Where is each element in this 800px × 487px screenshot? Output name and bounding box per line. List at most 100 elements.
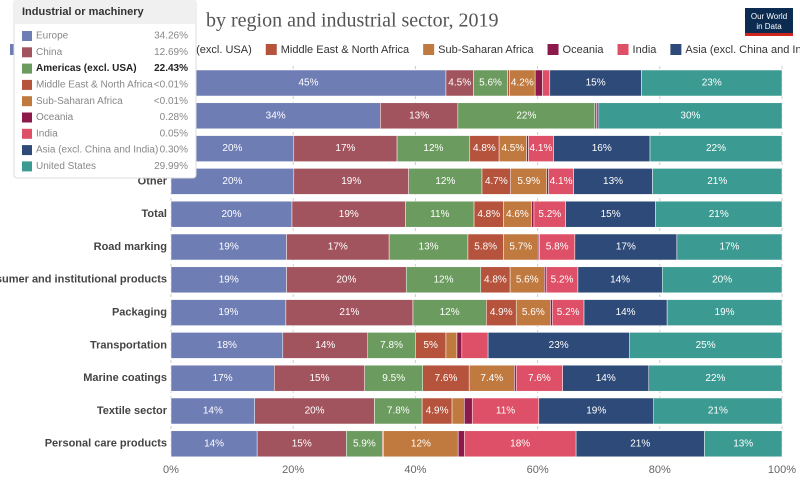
tooltip-value: <0.01% bbox=[154, 96, 188, 107]
tooltip-header bbox=[14, 0, 196, 24]
value-label: 21% bbox=[630, 438, 650, 449]
value-label: 22% bbox=[516, 110, 536, 121]
value-label: 14% bbox=[616, 307, 636, 318]
value-label: 20% bbox=[222, 176, 242, 187]
tooltip-label: Oceania bbox=[36, 112, 74, 123]
bar-segment bbox=[704, 430, 783, 458]
value-label: 19% bbox=[218, 307, 238, 318]
bar-segment bbox=[464, 430, 577, 458]
value-label: 22% bbox=[705, 373, 725, 384]
bar-segment bbox=[286, 233, 390, 261]
bar-segment bbox=[367, 332, 416, 359]
value-label: 12% bbox=[411, 438, 431, 449]
row-label: Road marking bbox=[94, 241, 167, 253]
bar-segment bbox=[509, 266, 545, 294]
tooltip-label: Middle East & North Africa bbox=[36, 80, 153, 91]
bar-segment bbox=[498, 135, 527, 162]
value-label: 16% bbox=[592, 143, 612, 154]
bar-segment bbox=[653, 397, 783, 425]
value-label: 17% bbox=[328, 242, 348, 253]
bar-segment bbox=[456, 332, 463, 359]
bar-segment bbox=[170, 299, 287, 326]
bar-segment bbox=[544, 266, 547, 294]
row-label: Total bbox=[142, 208, 167, 220]
bar-segment bbox=[503, 200, 532, 228]
bar-segment bbox=[503, 233, 539, 261]
tooltip-swatch bbox=[22, 31, 32, 41]
bar-segment bbox=[396, 135, 471, 162]
value-label: 21% bbox=[709, 209, 729, 220]
value-label: 5.6% bbox=[516, 274, 539, 285]
value-label: 5% bbox=[423, 340, 438, 351]
value-label: 15% bbox=[586, 78, 606, 89]
logo-text: Our World bbox=[751, 12, 787, 21]
value-label: 5.7% bbox=[509, 242, 532, 253]
legend-swatch bbox=[670, 44, 682, 55]
value-label: 14% bbox=[204, 438, 224, 449]
row-label: Personal care products bbox=[45, 438, 167, 450]
tooltip-swatch bbox=[22, 96, 32, 107]
value-label: 17% bbox=[213, 373, 233, 384]
bar-segment bbox=[550, 299, 553, 326]
value-label: 20% bbox=[222, 143, 242, 154]
tooltip-value: 0.30% bbox=[160, 145, 188, 156]
bar-segment bbox=[422, 364, 470, 392]
tooltip-value: 34.26% bbox=[154, 31, 188, 42]
value-label: 14% bbox=[203, 406, 223, 417]
bar-segment bbox=[380, 102, 459, 130]
bar-segment bbox=[388, 233, 469, 261]
value-label: 7.6% bbox=[528, 373, 551, 384]
bar-segment bbox=[415, 332, 447, 359]
value-label: 5.6% bbox=[522, 307, 545, 318]
value-label: 12% bbox=[440, 307, 460, 318]
value-label: 18% bbox=[217, 340, 237, 351]
bar-segment bbox=[548, 168, 574, 195]
bar-segment bbox=[451, 397, 465, 425]
tooltip-swatch bbox=[22, 161, 32, 172]
bar-segment bbox=[445, 332, 458, 359]
bar-segment bbox=[534, 69, 543, 97]
value-label: 25% bbox=[696, 340, 716, 351]
bar-segment bbox=[661, 266, 783, 294]
value-label: 9.5% bbox=[382, 373, 405, 384]
bar-segment bbox=[542, 69, 551, 97]
x-tick-label: 100% bbox=[768, 464, 796, 476]
value-label: 19% bbox=[219, 274, 239, 285]
bar-segment bbox=[553, 135, 651, 162]
tooltip-swatch bbox=[22, 79, 32, 90]
tooltip-value: 0.05% bbox=[160, 128, 188, 139]
value-label: 23% bbox=[702, 78, 722, 89]
bar-segment bbox=[531, 200, 535, 228]
bar-segment bbox=[293, 135, 398, 162]
value-label: 4.2% bbox=[511, 78, 534, 89]
value-label: 5.6% bbox=[479, 78, 502, 89]
bar-segment bbox=[546, 168, 549, 195]
bar-segment bbox=[282, 332, 368, 359]
tooltip-label: India bbox=[36, 128, 58, 139]
bar-segment bbox=[515, 299, 551, 326]
value-label: 20% bbox=[336, 274, 356, 285]
bar-segment bbox=[575, 430, 705, 458]
bar-segment bbox=[170, 266, 287, 294]
bar-segment bbox=[514, 364, 517, 392]
value-label: 18% bbox=[510, 438, 530, 449]
value-label: 4.9% bbox=[426, 406, 449, 417]
value-label: 4.1% bbox=[530, 143, 553, 154]
bar-segment bbox=[549, 69, 642, 97]
bar-segment bbox=[666, 299, 783, 326]
row-label: Transportation bbox=[90, 339, 167, 351]
tooltip-value: <0.01% bbox=[154, 80, 188, 91]
value-label: 4.5% bbox=[501, 143, 524, 154]
x-tick-label: 20% bbox=[282, 464, 304, 476]
bar-segment bbox=[649, 135, 783, 162]
row-label: Consumer and institutional products bbox=[0, 274, 167, 286]
bar-segment bbox=[487, 332, 630, 359]
row-label: Marine coatings bbox=[83, 372, 167, 384]
tooltip-label: Europe bbox=[36, 31, 69, 42]
tooltip-label: Americas (excl. USA) bbox=[36, 63, 137, 74]
bar-segment bbox=[473, 200, 504, 228]
bar-segment bbox=[473, 69, 508, 97]
row-label: Textile sector bbox=[97, 405, 168, 417]
bar-segment bbox=[421, 397, 453, 425]
value-label: 19% bbox=[219, 242, 239, 253]
